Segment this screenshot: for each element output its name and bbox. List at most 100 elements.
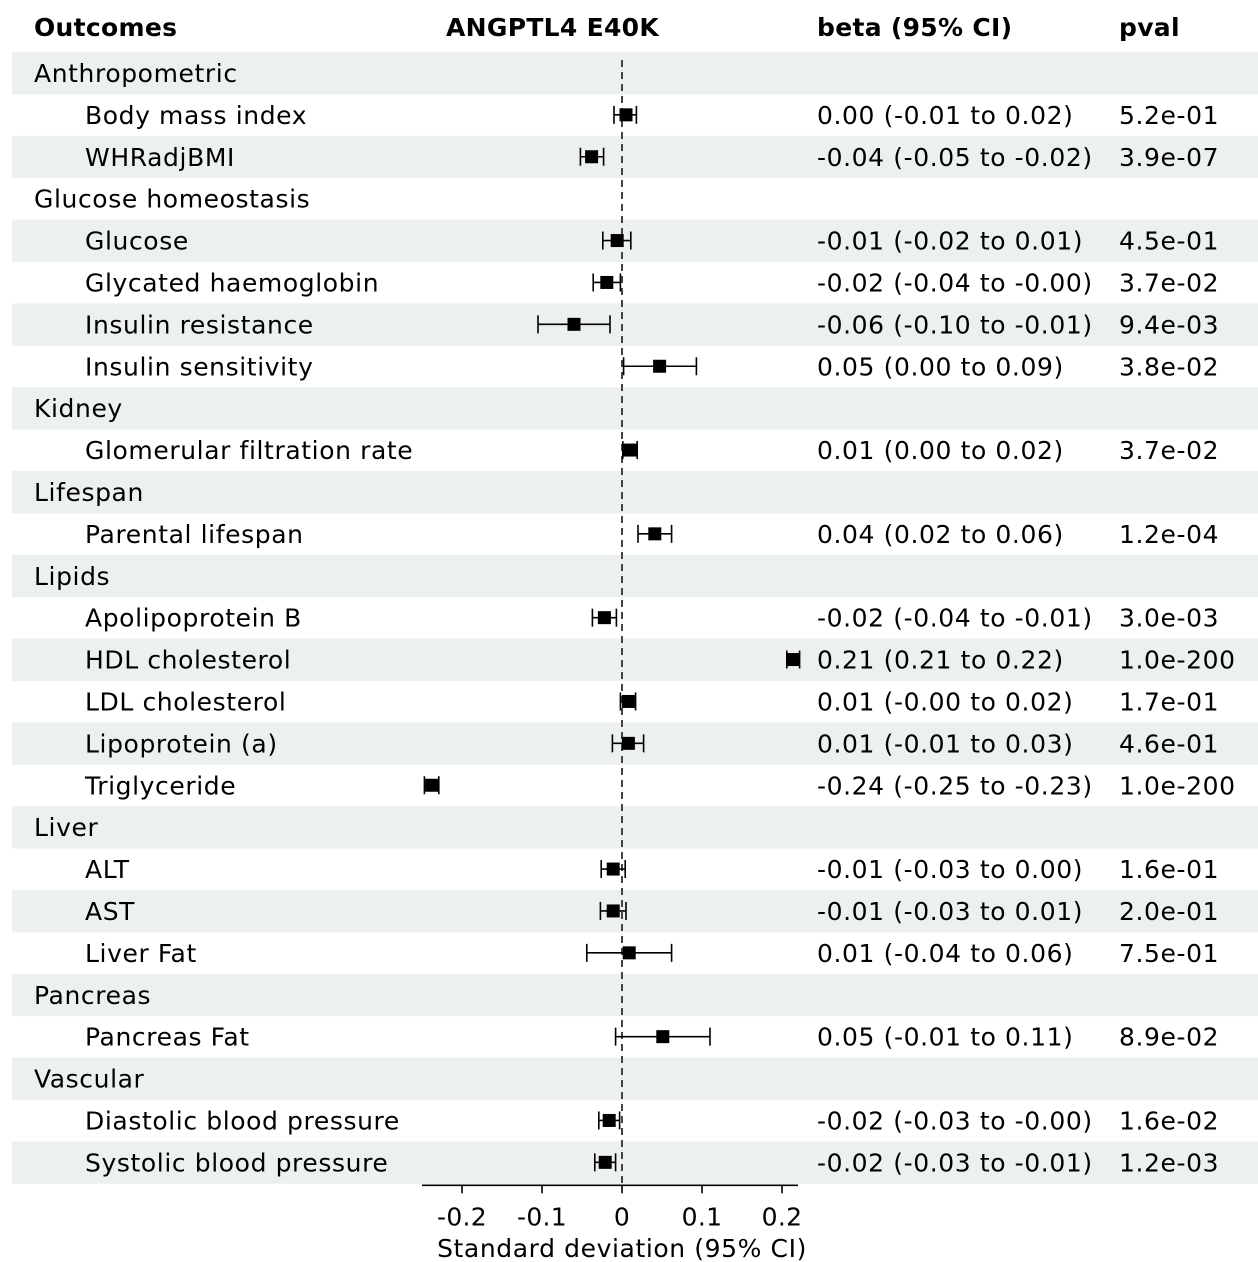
point-estimate: [610, 234, 624, 248]
outcome-label: AST: [85, 897, 135, 926]
point-estimate: [623, 443, 637, 457]
row-band: [12, 303, 1258, 346]
beta-value: 0.21 (0.21 to 0.22): [817, 646, 1064, 675]
pval-value: 1.6e-02: [1119, 1106, 1219, 1135]
pval-value: 4.5e-01: [1119, 227, 1219, 256]
outcome-label: Triglyceride: [84, 771, 236, 800]
pval-value: 1.0e-200: [1119, 646, 1236, 675]
row-band: [12, 638, 1258, 681]
pval-value: 1.7e-01: [1119, 687, 1219, 716]
x-axis-label: Standard deviation (95% CI): [437, 1234, 807, 1262]
chart-title: ANGPTL4 E40K: [446, 13, 660, 42]
group-label: Pancreas: [34, 981, 151, 1010]
estimate-16: [611, 734, 645, 753]
estimate-17: [423, 776, 440, 795]
tick-label: 0: [614, 1202, 630, 1231]
row-band: [12, 387, 1258, 430]
tick-label: -0.2: [437, 1202, 487, 1231]
beta-value: -0.06 (-0.10 to -0.01): [817, 310, 1093, 339]
pval-value: 7.5e-01: [1119, 939, 1219, 968]
beta-value: -0.01 (-0.03 to 0.01): [817, 897, 1083, 926]
pval-value: 3.7e-02: [1119, 436, 1219, 465]
point-estimate: [567, 317, 581, 331]
point-estimate: [425, 778, 439, 792]
outcome-label: Liver Fat: [85, 939, 197, 968]
point-estimate: [621, 694, 635, 708]
beta-value: -0.02 (-0.03 to -0.01): [817, 1148, 1093, 1177]
pval-value: 3.0e-03: [1119, 604, 1219, 633]
beta-value: 0.04 (0.02 to 0.06): [817, 520, 1064, 549]
estimate-5: [592, 273, 622, 292]
group-label: Lifespan: [34, 478, 144, 507]
beta-value: -0.02 (-0.04 to -0.01): [817, 604, 1093, 633]
tick-label: 0.2: [762, 1202, 803, 1231]
pval-value: 8.9e-02: [1119, 1023, 1219, 1052]
outcome-label: Diastolic blood pressure: [85, 1106, 400, 1135]
outcome-label: Glomerular filtration rate: [85, 436, 413, 465]
beta-value: 0.01 (0.00 to 0.02): [817, 436, 1064, 465]
row-band: [12, 219, 1258, 262]
outcome-label: WHRadjBMI: [85, 143, 235, 172]
beta-value: 0.01 (-0.01 to 0.03): [817, 729, 1073, 758]
point-estimate: [597, 611, 611, 625]
group-label: Anthropometric: [34, 59, 238, 88]
pval-value: 3.9e-07: [1119, 143, 1219, 172]
outcome-label: Systolic blood pressure: [85, 1148, 388, 1177]
point-estimate: [598, 1155, 612, 1169]
point-estimate: [606, 862, 620, 876]
outcome-label: Pancreas Fat: [85, 1023, 250, 1052]
point-estimate: [653, 359, 667, 373]
outcome-label: Parental lifespan: [85, 520, 304, 549]
pval-value: 3.7e-02: [1119, 268, 1219, 297]
estimate-11: [637, 524, 673, 543]
estimate-13: [591, 608, 618, 627]
row-band: [12, 890, 1258, 933]
group-label: Liver: [34, 813, 98, 842]
header-pval: pval: [1119, 13, 1180, 42]
estimate-14: [785, 650, 801, 669]
row-band: [12, 806, 1258, 849]
pval-value: 4.6e-01: [1119, 729, 1219, 758]
pval-value: 3.8e-02: [1119, 352, 1219, 381]
header-beta: beta (95% CI): [817, 13, 1012, 42]
row-bands: [12, 52, 1258, 1184]
estimate-1: [613, 105, 638, 124]
beta-value: -0.01 (-0.02 to 0.01): [817, 227, 1083, 256]
beta-value: -0.24 (-0.25 to -0.23): [817, 771, 1093, 800]
beta-value: 0.05 (0.00 to 0.09): [817, 352, 1064, 381]
outcome-label: ALT: [85, 855, 130, 884]
group-label: Lipids: [34, 562, 110, 591]
estimate-21: [585, 943, 673, 962]
beta-value: 0.00 (-0.01 to 0.02): [817, 101, 1073, 130]
beta-value: -0.01 (-0.03 to 0.00): [817, 855, 1083, 884]
estimate-23: [614, 1027, 711, 1046]
row-band: [12, 1141, 1258, 1184]
column-headers: Outcomes ANGPTL4 E40K beta (95% CI) pval: [34, 13, 1180, 42]
x-axis: -0.2 -0.1 0 0.1 0.2: [422, 1184, 803, 1231]
group-label: Kidney: [34, 394, 123, 423]
row-band: [12, 554, 1258, 598]
estimate-26: [593, 1153, 617, 1172]
estimate-19: [600, 860, 627, 879]
point-estimate: [621, 736, 635, 750]
row-band: [12, 135, 1258, 179]
row-band: [12, 52, 1258, 95]
point-estimate: [619, 108, 633, 122]
point-estimate: [656, 1030, 670, 1044]
beta-value: 0.05 (-0.01 to 0.11): [817, 1023, 1073, 1052]
estimate-2: [579, 147, 605, 166]
tick-label: 0.1: [682, 1202, 723, 1231]
pval-value: 2.0e-01: [1119, 897, 1219, 926]
point-estimate: [648, 527, 662, 541]
beta-value: 0.01 (-0.00 to 0.02): [817, 687, 1073, 716]
tick-label: -0.1: [517, 1202, 567, 1231]
estimate-4: [601, 231, 632, 250]
beta-value: -0.02 (-0.04 to -0.00): [817, 268, 1093, 297]
outcome-label: Glucose: [85, 227, 189, 256]
outcome-label: Lipoprotein (a): [85, 729, 278, 758]
outcome-label: Glycated haemoglobin: [85, 268, 379, 297]
beta-column: 0.00 (-0.01 to 0.02) -0.04 (-0.05 to -0.0…: [817, 101, 1093, 1177]
outcome-label: Insulin sensitivity: [85, 352, 313, 381]
estimate-25: [597, 1111, 621, 1130]
